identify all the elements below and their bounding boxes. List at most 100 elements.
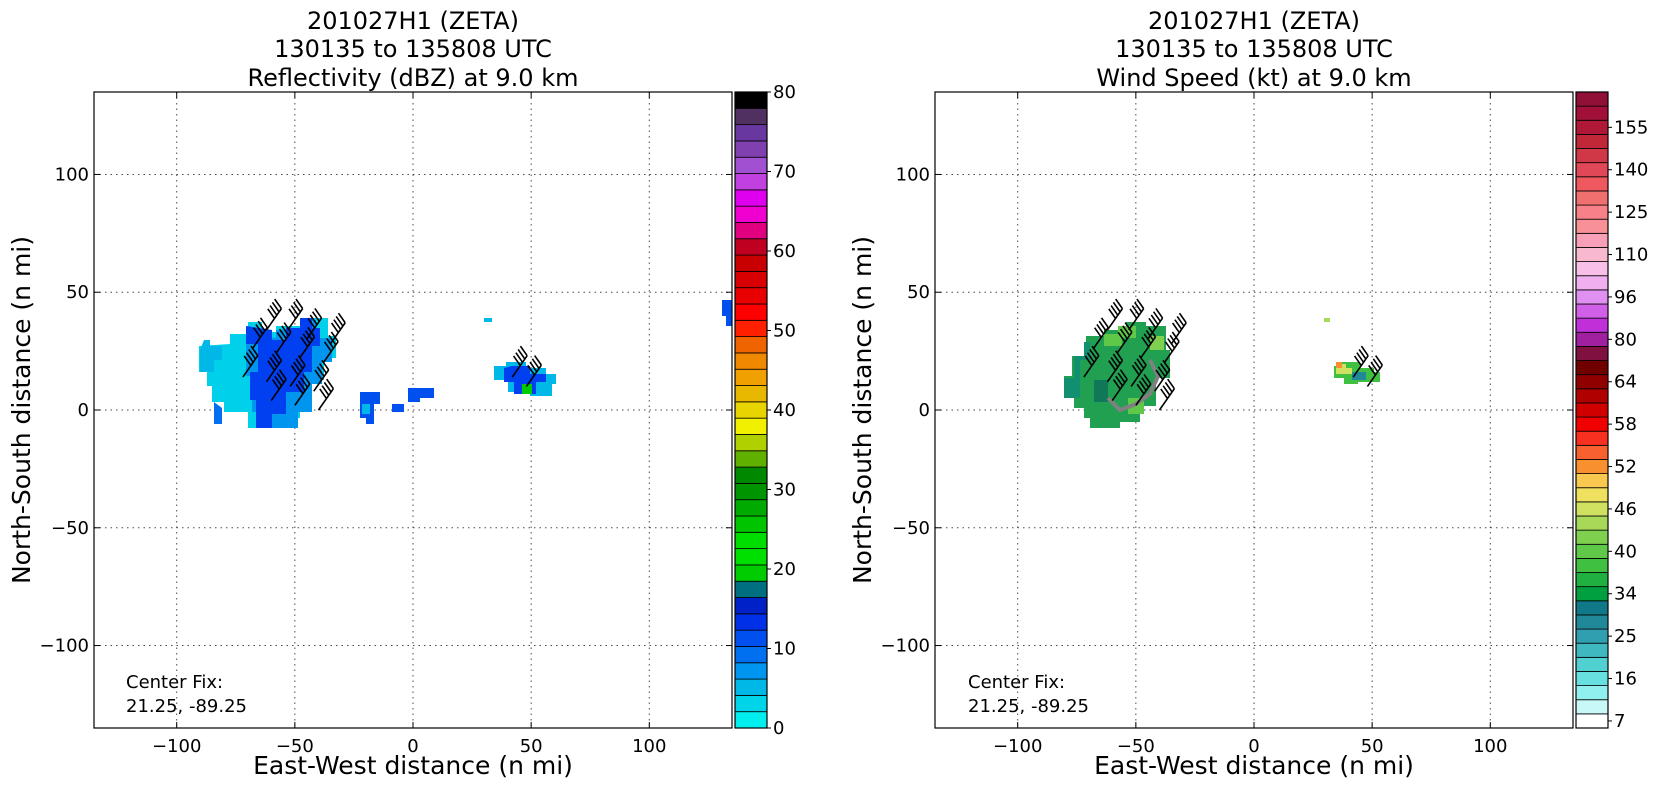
colorbar-tick-label: 80 [1614,329,1637,350]
y-tick-label: 50 [907,282,930,303]
center-fix-label: Center Fix: [126,672,223,693]
wind-barb [322,331,339,364]
wind-barb [1366,355,1383,387]
echo-region-mid-1b [362,404,370,414]
colorbar-swatch [734,678,768,696]
colorbar-swatch [1575,374,1609,390]
y-tick-label: 0 [78,400,89,421]
wind-barb [1106,298,1124,331]
colorbar-swatch [734,385,768,403]
colorbar-tick-label: 16 [1614,669,1637,690]
colorbar-swatch [734,580,768,598]
colorbar-swatch [1575,656,1609,672]
colorbar-swatch [1575,119,1609,135]
chart-title-line-3: Wind Speed (kt) at 9.0 km [1096,64,1411,92]
colorbar-swatch [734,140,768,158]
x-tick-label: 100 [632,736,666,757]
x-tick-label: 50 [1361,736,1384,757]
wind-barb [525,355,542,387]
colorbar-swatch [1575,416,1609,432]
echo-region-mid-3 [408,388,434,402]
colorbar-tick-label: 96 [1614,287,1637,308]
wind-barb [313,359,330,392]
colorbar-swatch [734,466,768,484]
colorbar-swatch [1575,699,1609,715]
x-tick-label: 0 [407,736,418,757]
panel-reflectivity: 201027H1 (ZETA) 130135 to 135808 UTC Ref… [7,7,796,780]
wind-barb [1154,359,1171,392]
colorbar-swatch [734,156,768,174]
echo-region-west-blob [200,340,222,372]
colorbar-swatch [1575,529,1609,545]
y-axis-label: North-South distance (n mi) [848,236,877,584]
colorbar-swatch [734,287,768,305]
colorbar-swatch [734,531,768,550]
wind-barb [1092,317,1109,350]
colorbar-swatch [734,124,768,142]
wind-region-east-orange [1336,362,1342,368]
colorbar-tick-label: 80 [773,82,796,103]
center-fix-value: 21.25, -89.25 [968,696,1089,717]
colorbar-swatch [1575,148,1609,164]
wind-barb [1130,355,1147,387]
colorbar-tick-label: 60 [773,241,796,262]
colorbar-swatch [1575,360,1609,376]
colorbar-swatch [734,482,768,501]
axis-ticks: −100 −50 0 50 100 −100 −50 0 50 100 [881,92,1573,757]
wind-barb [1158,378,1176,411]
wind-barb [287,298,304,331]
colorbar-tick-label: 140 [1614,160,1648,181]
echo-region-sw-tail [214,402,222,424]
x-axis-label: East-West distance (n mi) [1094,751,1414,780]
wind-barb [289,355,306,387]
colorbar-tick-label: 64 [1614,372,1637,393]
x-tick-label: −50 [276,736,314,757]
colorbar-swatch [1575,487,1609,503]
y-tick-label: 50 [66,282,89,303]
colorbar-swatch [1575,685,1609,701]
colorbar-tick-label: 58 [1614,414,1637,435]
colorbar-swatch [734,417,768,435]
colorbar-swatch [734,629,768,647]
wind-region-west-teal [1064,342,1090,398]
colorbar-swatch [1575,543,1609,559]
x-tick-label: 50 [520,736,543,757]
wind-barb [265,298,283,331]
colorbar-swatch [1575,402,1609,418]
colorbar-tick-label: 125 [1614,202,1648,223]
wind-barbs [242,298,542,411]
reflectivity-field [199,300,732,428]
colorbar-swatch [1575,444,1609,460]
wind-barb [1128,298,1145,331]
y-tick-label: 100 [55,164,89,185]
grid-lines [935,92,1573,728]
wind-barb [1163,331,1180,364]
chart-title-line-2: 130135 to 135808 UTC [1115,35,1393,63]
colorbar-swatch [734,205,768,223]
y-axis-label: North-South distance (n mi) [7,236,36,584]
wind-barb [242,345,259,378]
colorbar-swatch [1575,190,1609,206]
colorbar-swatch [1575,459,1609,475]
chart-title-line-3: Reflectivity (dBZ) at 9.0 km [248,64,579,92]
y-tick-label: −50 [51,518,89,539]
colorbar-swatch [1575,614,1609,630]
colorbar-swatch [1575,515,1609,531]
colorbar-tick-label: 52 [1614,457,1637,478]
x-tick-label: −100 [993,736,1042,757]
colorbar-tick-label: 110 [1614,245,1648,266]
wind-barb [1111,369,1128,402]
grid-lines [94,92,732,728]
colorbar-swatch [734,270,768,289]
echo-region-right-edge [722,300,732,326]
y-tick-label: −100 [881,636,930,657]
colorbar-tick-label: 25 [1614,626,1637,647]
colorbar-swatch [734,352,768,370]
colorbar-swatch [1575,133,1609,149]
colorbar-swatch [734,189,768,207]
colorbar-swatch [1575,204,1609,220]
colorbar-swatch [1575,586,1609,602]
colorbar-swatch [1575,105,1609,121]
colorbar-reflectivity: 0 10 20 30 40 50 60 70 80 [734,82,796,739]
colorbar-swatch [734,254,768,272]
